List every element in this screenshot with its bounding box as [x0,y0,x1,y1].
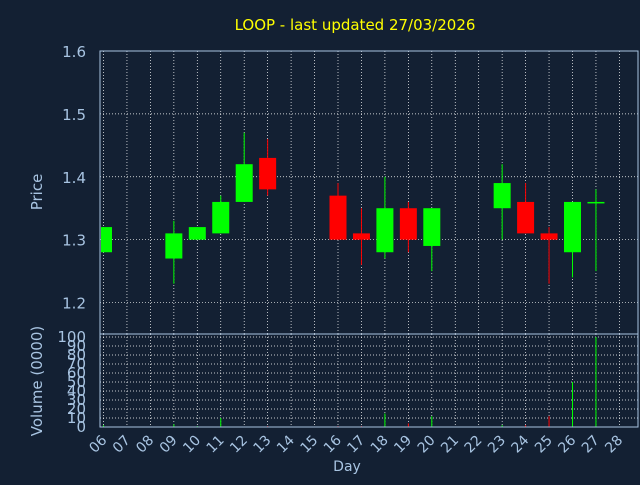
candle-body [399,208,417,240]
price-axis-label: Price [28,174,46,211]
volume-tick-label: 100 [57,328,86,346]
volume-tick-label: 90 [67,337,86,355]
volume-tick-label: 20 [67,400,86,418]
candle-body [587,201,605,204]
volume-tick-label: 50 [67,373,86,391]
candle-body [259,157,277,190]
candle-body [493,183,511,209]
candle-body [352,233,370,240]
price-tick-label: 1.5 [62,106,86,124]
volume-tick-label: 60 [67,364,86,382]
chart-title: LOOP - last updated 27/03/2026 [235,16,476,34]
price-tick-label: 1.4 [62,169,86,187]
candle-body [165,233,183,259]
candle-body [212,201,230,234]
volume-tick-label: 0 [76,418,86,436]
candle-body [376,208,394,253]
volume-tick-label: 70 [67,355,86,373]
candle-body [188,227,206,240]
volume-tick-label: 30 [67,391,86,409]
candlestick-series [101,132,605,284]
volume-tick-label: 80 [67,346,86,364]
volume-tick-label: 40 [67,382,86,400]
candle-body [235,164,253,202]
volume-tick-label: 10 [67,409,86,427]
price-tick-labels: 1.2 1.3 1.4 1.5 1.6 [62,43,86,313]
price-tick-label: 1.3 [62,232,86,250]
candle-body [423,208,441,246]
volume-axis-label: Volume (0000) [28,326,46,436]
candle-body [101,227,112,253]
candle-body [329,195,347,240]
x-axis-label: Day [333,459,361,475]
candle-body [564,201,581,253]
day-tick-labels: 06 07 08 09 10 11 12 13 14 15 16 17 18 19 20 21 22 23 24 25… [86,432,626,456]
price-tick-label: 1.2 [62,295,86,313]
price-tick-label: 1.6 [62,43,86,61]
volume-plot-frame [99,333,639,428]
candle-body [540,233,558,240]
volume-grid [100,334,638,428]
candle-body [517,201,535,234]
